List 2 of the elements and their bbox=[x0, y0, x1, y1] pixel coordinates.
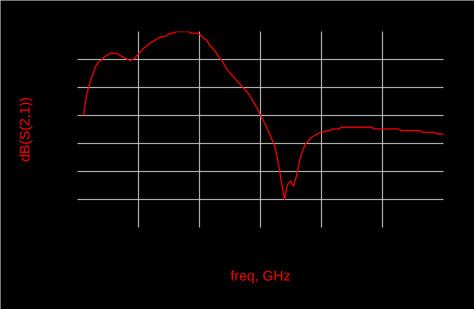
x-axis-title: freq, GHz bbox=[230, 268, 290, 284]
y-axis-title: dB(S(2,1)) bbox=[16, 97, 32, 162]
